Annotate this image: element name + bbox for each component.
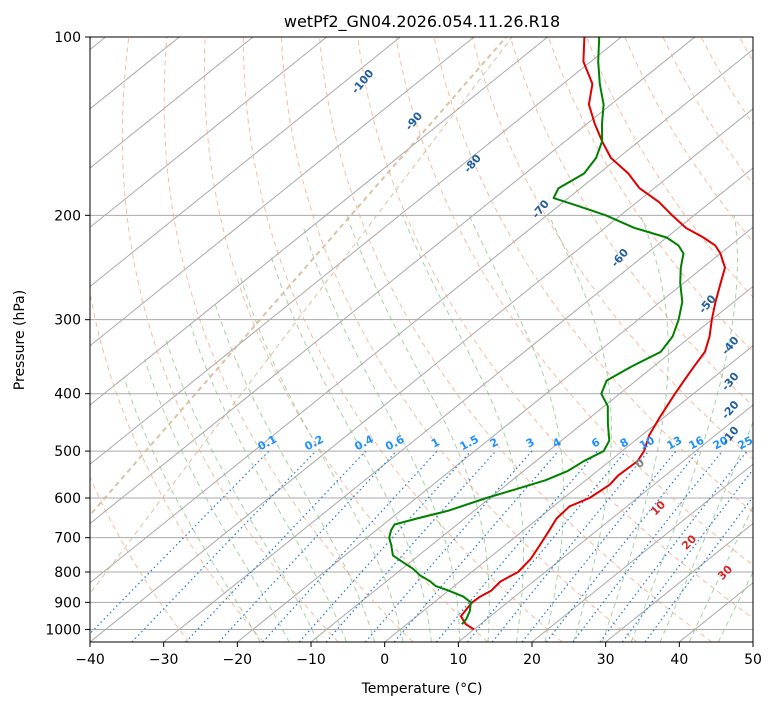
moist-adiabat xyxy=(123,376,261,642)
dry-adiabat xyxy=(281,37,638,642)
chart-title: wetPf2_GN04.2026.054.11.26.R18 xyxy=(284,12,560,32)
isotherm xyxy=(605,522,753,642)
isotherm xyxy=(90,37,696,525)
moist-adiabat xyxy=(468,215,565,642)
saturation-arc xyxy=(90,37,507,517)
mixing-ratio-label: 16 xyxy=(687,434,707,453)
moist-adiabat xyxy=(402,215,525,642)
moist-adiabat xyxy=(659,420,753,642)
y-tick-label: 100 xyxy=(54,30,81,46)
y-tick-label: 500 xyxy=(54,444,81,460)
dry-adiabat xyxy=(90,475,190,642)
isotherm xyxy=(90,37,622,465)
mixing-ratio-label: 10 xyxy=(637,434,657,453)
dry-adiabat xyxy=(163,37,414,642)
mixing-ratio-line xyxy=(393,450,559,642)
moist-adiabat xyxy=(601,215,669,642)
moist-adiabat xyxy=(213,301,376,642)
mixing-ratio-line xyxy=(435,450,598,642)
mixing-ratio-line xyxy=(467,450,627,642)
moist-adiabat xyxy=(630,215,738,642)
y-tick-label: 400 xyxy=(54,387,81,403)
mixing-ratio-line xyxy=(545,450,699,642)
isotherm xyxy=(90,37,475,347)
isotherm xyxy=(384,345,753,642)
isotherm xyxy=(90,108,753,642)
moist-adiabat xyxy=(144,359,290,642)
x-tick-label: −30 xyxy=(149,652,179,668)
y-tick-label: 800 xyxy=(54,565,81,581)
dry-adiabat xyxy=(395,37,753,566)
mixing-ratio-label: 25 xyxy=(736,434,756,453)
isotherm xyxy=(163,167,753,642)
mixing-ratio-line xyxy=(521,450,677,642)
x-tick-label: 30 xyxy=(597,652,615,668)
x-tick-label: 20 xyxy=(523,652,541,668)
y-axis-title: Pressure (hPa) xyxy=(12,290,28,390)
mixing-ratio-line xyxy=(621,468,753,642)
mixing-ratio-label: 13 xyxy=(665,434,685,453)
axis-layer: −40 −30 −20 −10 0 10 20 30 40 50 100 200 300 400 500 60… xyxy=(45,30,762,668)
isotherm xyxy=(457,404,753,642)
isotherm xyxy=(90,48,753,584)
dry-adiabat xyxy=(242,37,563,642)
y-tick-label: 200 xyxy=(54,208,81,224)
isotherm xyxy=(531,463,753,642)
dewpoint-profile-line xyxy=(388,37,685,625)
dry-adiabat xyxy=(319,37,712,642)
x-tick-label: −20 xyxy=(223,652,253,668)
dry-adiabat xyxy=(471,37,753,460)
isotherm xyxy=(90,37,401,288)
moist-adiabat xyxy=(189,323,347,642)
moist-adiabat xyxy=(270,256,432,642)
x-axis-title: Temperature (°C) xyxy=(361,681,483,697)
x-tick-label: −40 xyxy=(75,652,105,668)
dry-adiabat xyxy=(509,37,753,407)
x-tick-label: −10 xyxy=(296,652,326,668)
dry-adiabat xyxy=(433,37,753,513)
moist-adiabat xyxy=(548,215,612,642)
mixing-ratio-line xyxy=(325,450,497,642)
moist-adiabat xyxy=(346,215,490,642)
moist-adiabat xyxy=(240,277,404,642)
mixing-ratio-label: 20 xyxy=(711,434,731,453)
y-tick-label: 700 xyxy=(54,531,81,547)
mixing-ratio-line xyxy=(218,450,398,642)
data-layer xyxy=(388,37,726,631)
y-tick-label: 600 xyxy=(54,491,81,507)
moist-adiabat xyxy=(688,505,753,642)
y-tick-label: 900 xyxy=(54,595,81,611)
grid-layer xyxy=(90,37,753,642)
x-tick-label: 40 xyxy=(670,652,688,668)
isotherm xyxy=(90,37,548,406)
mixing-ratio-line xyxy=(185,450,367,642)
isotherm xyxy=(90,37,327,228)
dry-adiabat xyxy=(90,37,264,642)
dry-adiabat xyxy=(203,37,488,642)
dry-adiabat xyxy=(586,37,753,299)
y-tick-label: 300 xyxy=(54,313,81,329)
moist-adiabat xyxy=(303,227,461,642)
x-tick-label: 50 xyxy=(744,652,762,668)
mixing-ratio-line xyxy=(491,450,650,642)
x-tick-label: 0 xyxy=(380,652,389,668)
dry-adiabat xyxy=(357,37,753,619)
mixing-ratio-line xyxy=(131,450,317,642)
y-tick-label: 1000 xyxy=(45,622,81,638)
isotherm xyxy=(236,226,753,642)
dry-adiabat xyxy=(121,37,339,642)
temperature-profile-line xyxy=(459,37,726,631)
isotherm xyxy=(310,285,753,642)
plot-frame xyxy=(89,36,754,643)
isotherm xyxy=(90,37,254,169)
mixing-ratio-line xyxy=(364,450,533,642)
saturation-arc xyxy=(90,37,513,595)
x-tick-label: 10 xyxy=(449,652,467,668)
